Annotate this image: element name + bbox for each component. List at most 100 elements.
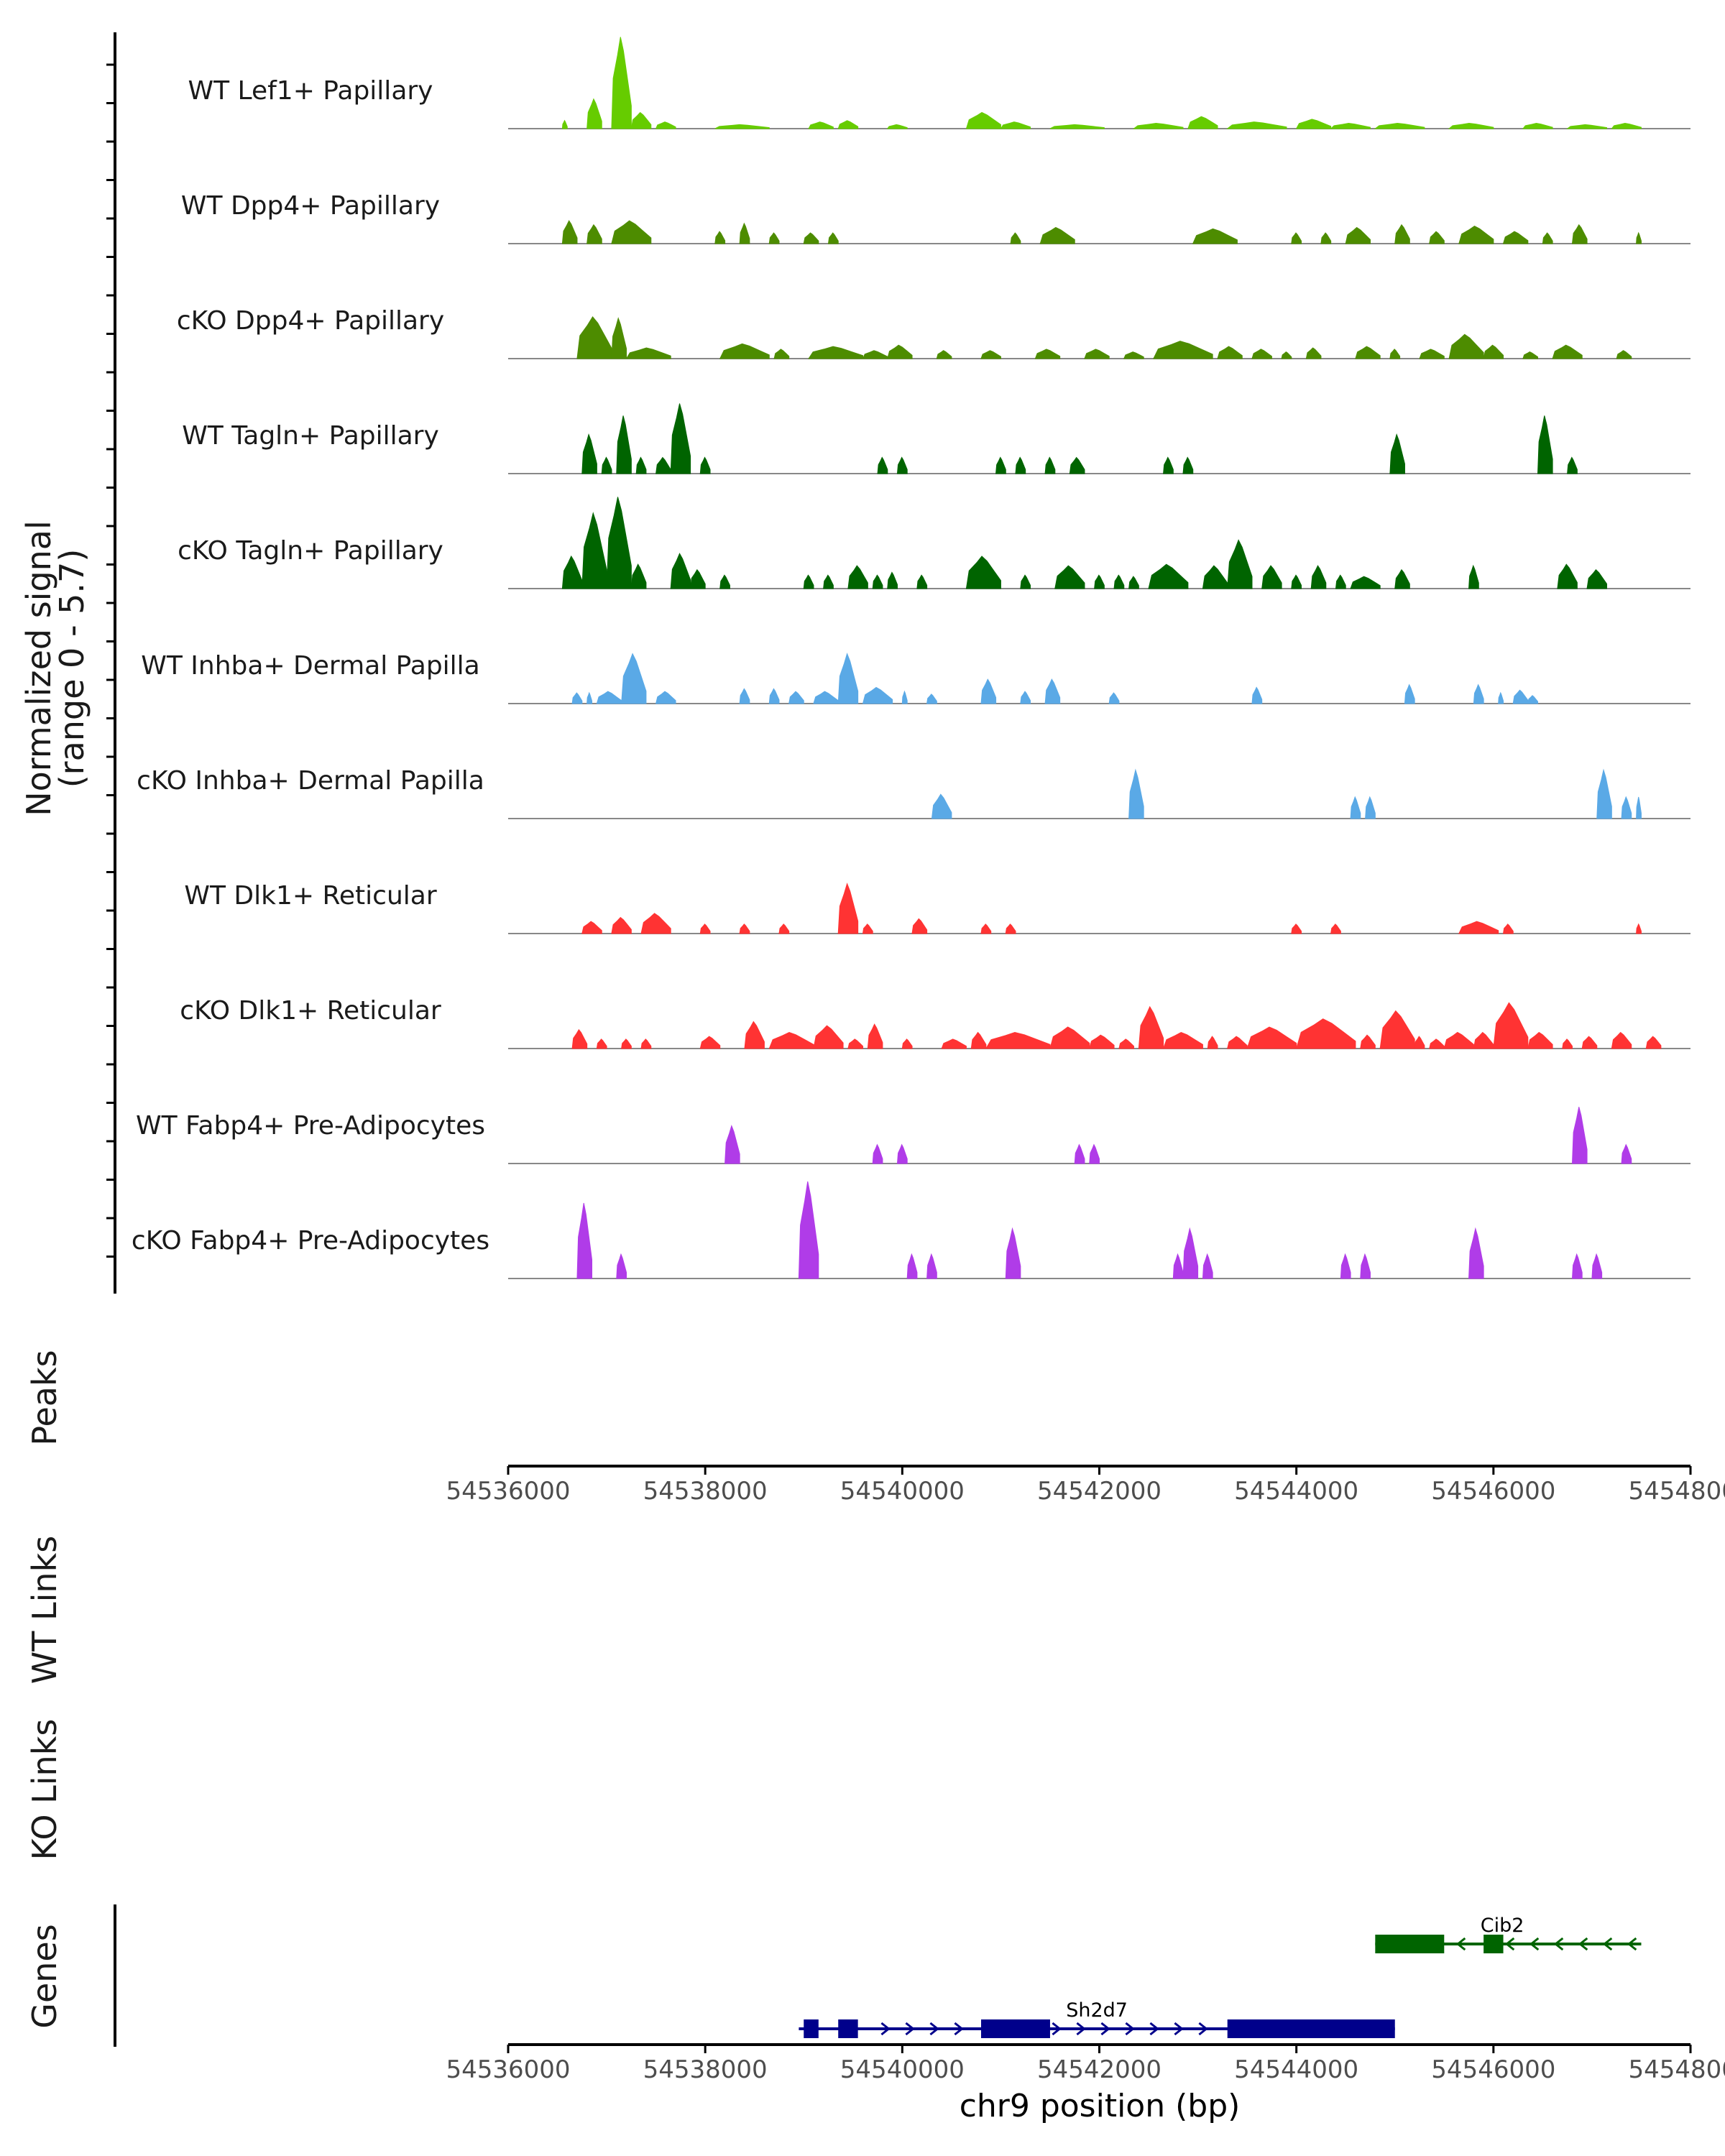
coverage-peak	[630, 111, 652, 129]
coverage-peak	[601, 456, 612, 474]
coverage-peak	[724, 1124, 740, 1164]
coverage-peak	[1596, 768, 1612, 819]
panel-label-genes: Genes	[25, 1924, 64, 2028]
track-wt-inhba-dermal-papilla: WT Inhba+ Dermal Papilla	[141, 651, 1690, 704]
coverage-peak	[581, 921, 602, 934]
coverage-peak	[1483, 344, 1504, 359]
coverage-peak	[1591, 1253, 1603, 1279]
y-axis-title-line-2: (range 0 - 5.7)	[52, 549, 91, 788]
coverage-peak	[1571, 224, 1588, 244]
panel-label-wt-links: WT Links	[25, 1536, 64, 1684]
coverage-peak	[690, 568, 706, 589]
coverage-peak	[980, 350, 1001, 359]
coverage-peak	[1616, 350, 1632, 359]
coverage-peak	[1345, 226, 1371, 244]
coverage-peak	[1074, 1143, 1085, 1164]
coverage-peak	[1291, 574, 1302, 589]
gene-strand-arrow	[1076, 2022, 1086, 2036]
coverage-peak	[823, 574, 834, 589]
coverage-peak	[1153, 341, 1213, 359]
coverage-peak	[1502, 231, 1529, 244]
coverage-peak	[739, 688, 750, 704]
coverage-peak	[1069, 456, 1085, 474]
coverage-peak	[1611, 1031, 1632, 1049]
coverage-peak	[768, 688, 780, 704]
peaks-x-axis-tick-label: 54542000	[1037, 1477, 1162, 1506]
coverage-peak	[906, 1253, 918, 1279]
coverage-peak	[1473, 683, 1484, 704]
peaks-x-axis-tick-label: 54544000	[1234, 1477, 1358, 1506]
coverage-peak	[1251, 686, 1263, 704]
coverage-peak	[1552, 344, 1583, 359]
gene-strand-arrow	[905, 2022, 915, 2036]
genes-x-axis-tick-label: 54546000	[1431, 2055, 1555, 2084]
coverage-peak	[1502, 923, 1514, 934]
coverage-peak	[1089, 1034, 1115, 1049]
coverage-peak	[1394, 568, 1410, 589]
coverage-peak	[1360, 1253, 1371, 1279]
coverage-peak	[640, 913, 671, 934]
coverage-peak	[670, 403, 691, 474]
coverage-peak	[1458, 226, 1494, 244]
gene-strand-arrow	[1149, 2022, 1159, 2036]
gene-strand-arrow	[1529, 1937, 1540, 1951]
coverage-peak	[630, 563, 647, 589]
coverage-peak	[803, 574, 814, 589]
gene-strand-arrow	[929, 2022, 939, 2036]
peaks-x-axis-tick-label: 54538000	[643, 1477, 768, 1506]
coverage-peak	[1291, 923, 1302, 934]
coverage-peak	[901, 1038, 913, 1049]
track-wt-tagln-papillary: WT Tagln+ Papillary	[182, 403, 1690, 474]
coverage-peak	[1246, 1026, 1297, 1049]
track-cko-tagln-papillary: cKO Tagln+ Papillary	[178, 497, 1690, 589]
gene-exon	[804, 2019, 819, 2038]
gene-strand-arrow	[1578, 1937, 1588, 1951]
gene-exon	[838, 2019, 858, 2038]
gene-strand-arrow	[1602, 1937, 1613, 1951]
coverage-peak	[1581, 1036, 1598, 1049]
coverage-peak	[1118, 1038, 1134, 1049]
coverage-peak	[739, 222, 750, 244]
coverage-peak	[616, 1253, 627, 1279]
track-label: WT Inhba+ Dermal Papilla	[141, 651, 479, 681]
coverage-peak	[1562, 1038, 1573, 1049]
gene-exon	[981, 2019, 1050, 2038]
coverage-peak	[813, 1025, 844, 1049]
gene-exon	[1375, 1935, 1445, 1953]
coverage-peak	[1163, 456, 1174, 474]
coverage-peak	[887, 571, 898, 589]
coverage-peak	[1379, 1010, 1415, 1049]
coverage-peak	[965, 111, 1001, 129]
coverage-peak	[1330, 122, 1371, 129]
coverage-peak	[1310, 565, 1327, 589]
coverage-peak	[655, 121, 676, 129]
coverage-peak	[911, 918, 928, 934]
coverage-peak	[611, 916, 632, 934]
track-label: cKO Tagln+ Papillary	[178, 536, 443, 566]
coverage-peak	[1350, 576, 1381, 589]
coverage-peak	[1566, 124, 1607, 129]
coverage-peak	[586, 98, 602, 129]
coverage-peak	[877, 456, 888, 474]
coverage-peak	[616, 415, 632, 474]
coverage-peak	[640, 1038, 652, 1049]
coverage-peak	[1522, 351, 1539, 359]
coverage-peak	[1374, 122, 1425, 129]
coverage-peak	[571, 692, 583, 704]
coverage-peak	[808, 121, 834, 129]
coverage-peak	[867, 1023, 883, 1049]
coverage-peak	[1522, 122, 1553, 129]
track-label: WT Lef1+ Papillary	[188, 76, 433, 106]
coverage-peak	[837, 120, 859, 129]
track-wt-fabp4-pre-adipocytes: WT Fabp4+ Pre-Adipocytes	[136, 1107, 1690, 1164]
coverage-peak	[1458, 921, 1499, 934]
coverage-peak	[901, 690, 908, 704]
coverage-peak	[1636, 923, 1642, 934]
coverage-peak	[808, 346, 863, 359]
peaks-x-axis-tick-label: 54536000	[446, 1477, 570, 1506]
coverage-peak	[625, 347, 671, 359]
coverage-peak	[1182, 1227, 1199, 1279]
coverage-peak	[1192, 228, 1238, 244]
coverage-peak	[887, 344, 913, 359]
coverage-peak	[1419, 349, 1445, 359]
